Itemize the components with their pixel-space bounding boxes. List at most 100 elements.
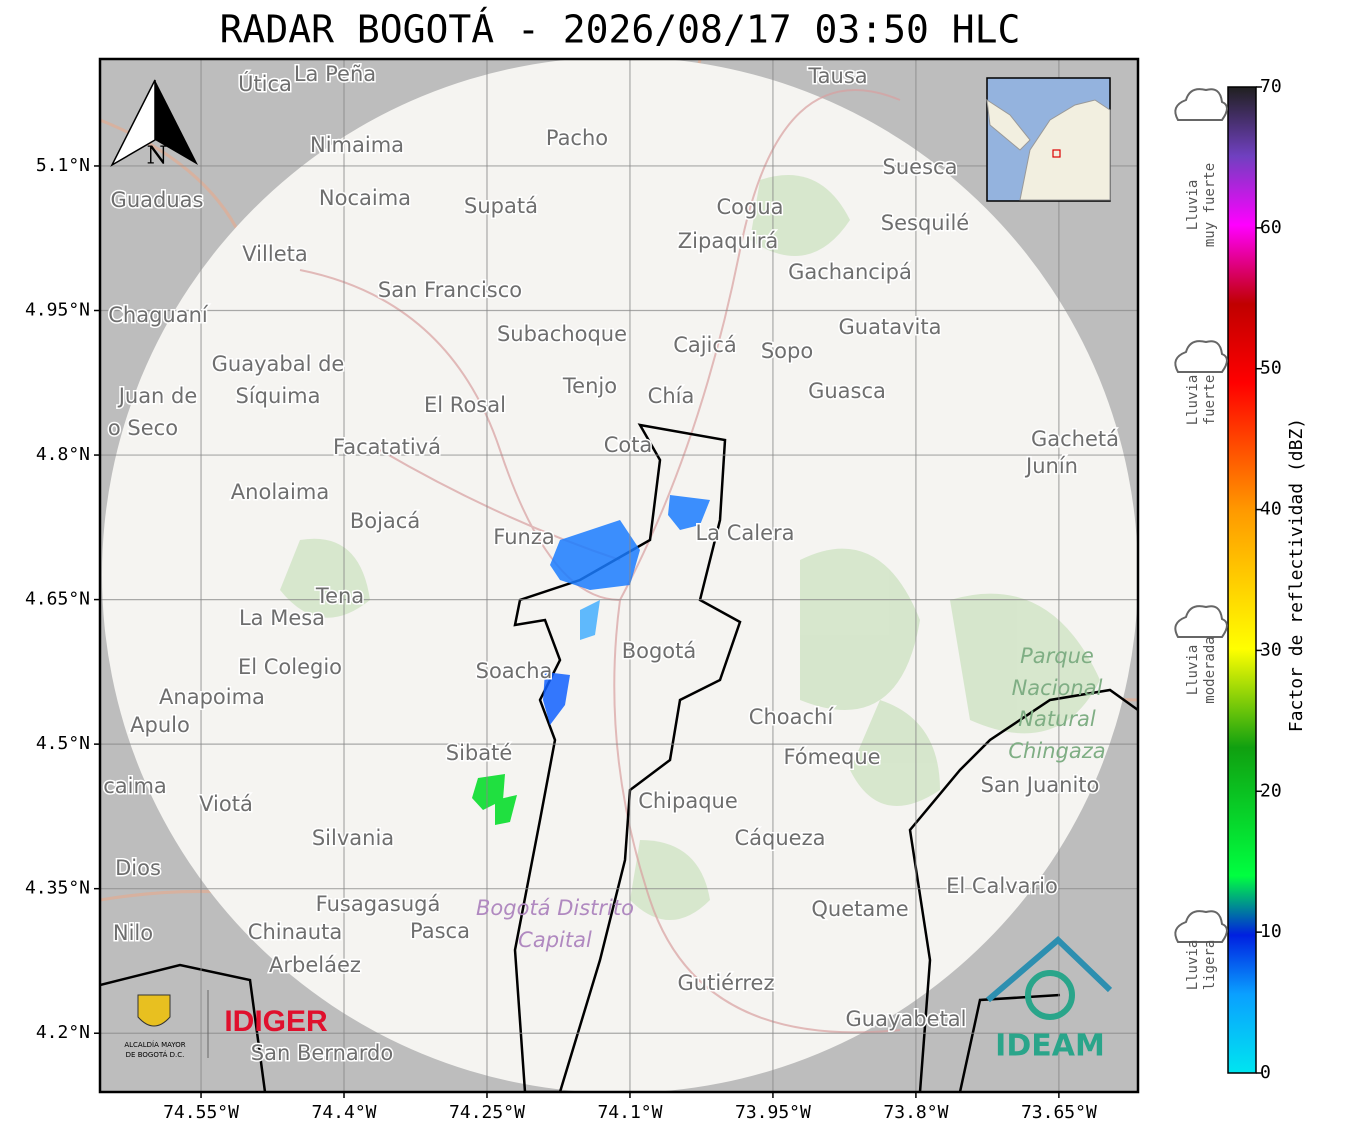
y-tick-label: 5.1°N (36, 155, 90, 176)
place-label: Arbeláez (269, 953, 361, 977)
map: Útica La Peña Tausa Pacho Nimaima Guaduas Noca… (100, 59, 1138, 1092)
place-label: Fómeque (783, 745, 880, 769)
place-labels: Útica La Peña Tausa Pacho Nimaima Guaduas Noca… (102, 61, 1121, 1067)
rain-category-label: fuerte (1202, 375, 1218, 426)
colorbar-tick-label: 40 (1260, 499, 1282, 520)
place-label: La Mesa (239, 606, 325, 630)
y-tick-label: 4.35°N (25, 878, 90, 899)
colorbar-axis: 0 10 20 30 40 50 60 70 (1256, 76, 1282, 1083)
park-text: Nacional (1012, 676, 1103, 700)
place-label: Suesca (883, 155, 958, 179)
rain-category-label: Lluvia (1185, 375, 1201, 426)
place-label: Pasca (410, 919, 470, 943)
place-label: Supatá (464, 194, 538, 218)
y-tick-label: 4.95°N (25, 300, 90, 321)
place-label: Guatavita (839, 315, 942, 339)
place-label: Juan de (117, 384, 198, 408)
place-label: Gachancipá (788, 260, 912, 284)
place-label: Chaguaní (108, 303, 209, 327)
place-label: caima (103, 774, 167, 798)
place-label: Cota (604, 433, 653, 457)
cloud-icon (1174, 910, 1228, 943)
rain-category: Lluvia fuerte (1174, 340, 1228, 426)
colorbar-tick-label: 70 (1260, 76, 1282, 97)
place-label: Chía (648, 384, 695, 408)
place-label: La Peña (294, 62, 376, 86)
place-label: Tenjo (562, 374, 617, 398)
place-label: Silvania (312, 826, 394, 850)
colorbar-tick-label: 30 (1260, 639, 1282, 660)
place-label: Guayabal de (212, 352, 345, 376)
map-frame (98, 57, 1140, 1094)
place-label: Guasca (808, 379, 886, 403)
rain-category-label: moderada (1202, 636, 1218, 703)
axes: 5.1°N 4.95°N 4.8°N 4.65°N 4.5°N 4.35°N 4.2°N 74… (25, 155, 1097, 1123)
place-label: Anolaima (231, 480, 329, 504)
place-label: Fusagasugá (316, 892, 441, 916)
colorbar-tick-label: 20 (1260, 780, 1282, 801)
place-label: Villeta (242, 242, 307, 266)
place-label: San Francisco (378, 278, 522, 302)
place-label: Útica (238, 71, 292, 96)
north-label: N (147, 142, 168, 170)
place-label: Síquima (236, 384, 321, 408)
north-arrow: N (110, 79, 198, 170)
place-label: San Juanito (981, 773, 1100, 797)
district-text: Bogotá Distrito (476, 896, 634, 920)
place-label: Cajicá (673, 333, 737, 357)
place-label: Gachetá (1031, 427, 1119, 451)
logo-text: ALCALDÍA MAYOR (124, 1040, 185, 1049)
colorbar-tick-label: 0 (1260, 1062, 1271, 1083)
place-label: Viotá (199, 792, 253, 816)
place-label: Nocaima (319, 186, 411, 210)
place-label: Guayabetal (846, 1007, 967, 1031)
colorbar-label: Factor de reflectividad (dBZ) (1286, 418, 1307, 732)
x-tick-label: 74.1°W (597, 1102, 662, 1123)
rain-category-label: Lluvia (1185, 645, 1201, 696)
place-label: Tena (315, 584, 364, 608)
place-label: o Seco (108, 416, 178, 440)
place-label: Chipaque (638, 789, 738, 813)
place-label: Apulo (130, 713, 190, 737)
logo-ideam-text: IDEAM (995, 1029, 1105, 1064)
y-tick-label: 4.2°N (36, 1022, 90, 1043)
place-label: Zipaquirá (678, 229, 778, 253)
rain-category-label: ligera (1202, 940, 1218, 991)
logo-ideam: IDEAM (986, 935, 1113, 1064)
rain-category-label: Lluvia (1185, 180, 1201, 231)
place-label: Sibaté (446, 741, 513, 765)
cloud-icon (1174, 340, 1228, 373)
place-label: El Rosal (424, 393, 506, 417)
place-label: Cáqueza (735, 826, 826, 850)
colorbar-tick-label: 10 (1260, 921, 1282, 942)
cloud-icon (1174, 88, 1228, 121)
place-label: Subachoque (497, 322, 627, 346)
inset-map (986, 77, 1111, 202)
y-tick-label: 4.65°N (25, 589, 90, 610)
place-label: Quetame (811, 897, 908, 921)
dept-border (100, 688, 1138, 1092)
x-tick-label: 74.55°W (163, 1102, 239, 1123)
colorbar (1227, 86, 1257, 1074)
rain-category-label: Lluvia (1185, 940, 1201, 991)
place-label: Tausa (807, 64, 867, 88)
y-tick-label: 4.5°N (36, 733, 90, 754)
logo-idiger: IDIGER (224, 1005, 328, 1038)
colorbar-tick-label: 50 (1260, 358, 1282, 379)
place-label: Gutiérrez (678, 971, 775, 995)
place-label: El Colegio (238, 655, 342, 679)
place-label: Sopo (761, 339, 813, 363)
place-label: Nimaima (310, 133, 404, 157)
place-label: La Calera (695, 521, 794, 545)
rain-category: Lluvia muy fuerte (1174, 88, 1228, 247)
place-label: Nilo (113, 921, 153, 945)
place-label: Chinauta (248, 920, 342, 944)
colorbar-tick-label: 60 (1260, 217, 1282, 238)
park-text: Parque (1020, 644, 1094, 668)
rain-category: Lluvia ligera (1174, 910, 1228, 991)
place-label: Anapoima (159, 685, 265, 709)
place-label: Soacha (476, 659, 553, 683)
place-label: Pacho (546, 126, 608, 150)
